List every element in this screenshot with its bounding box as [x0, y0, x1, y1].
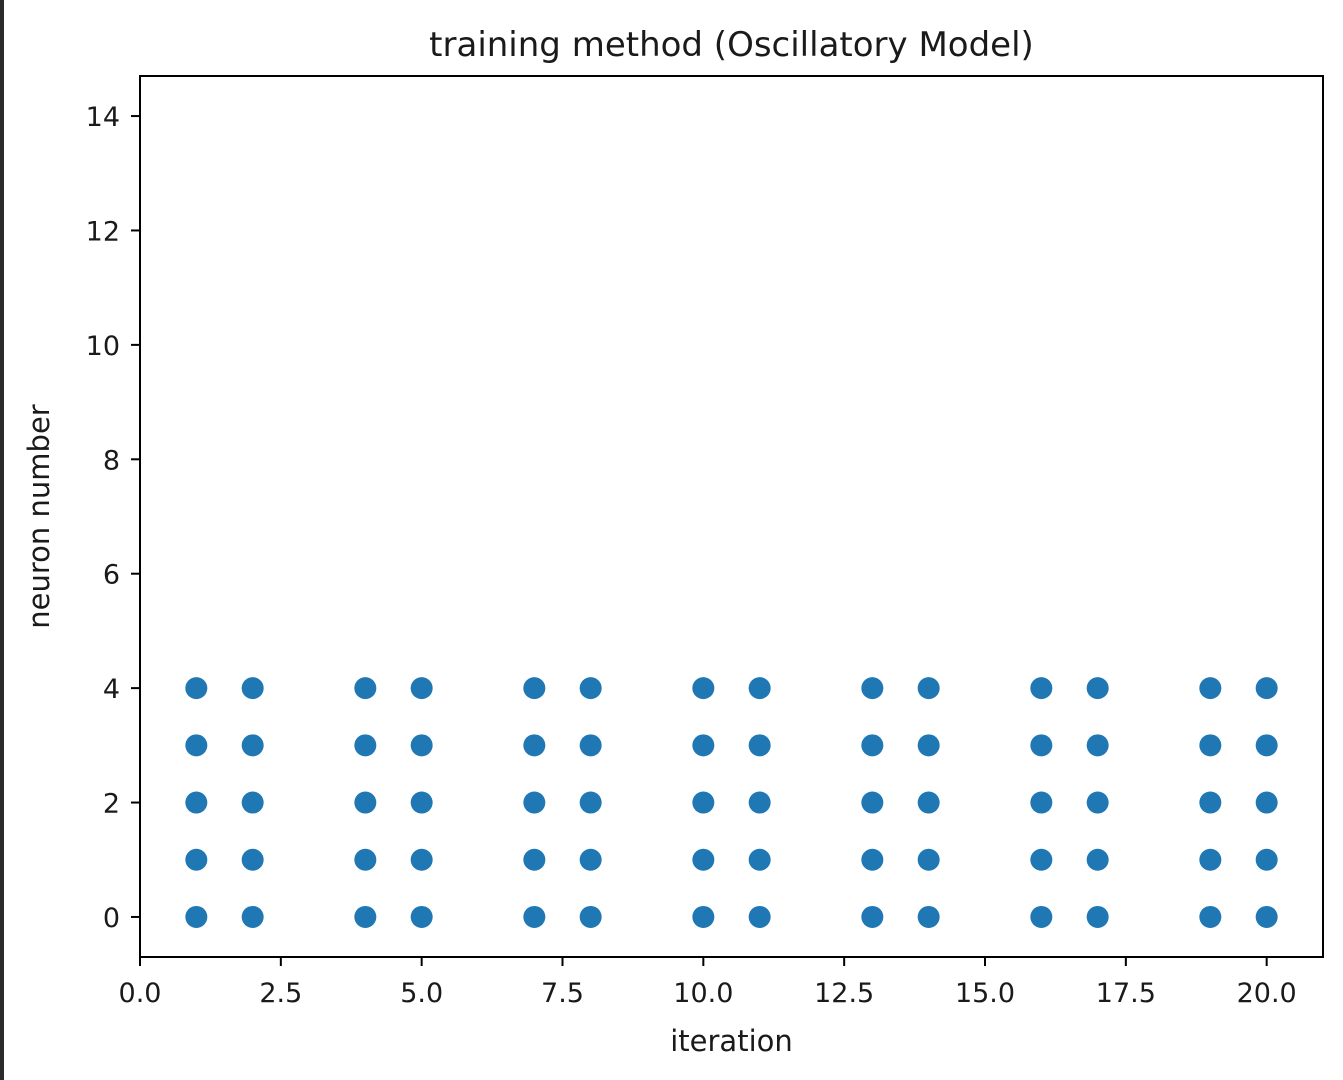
- data-point: [1255, 734, 1278, 757]
- x-axis-label: iteration: [670, 1024, 793, 1058]
- data-point: [692, 905, 715, 928]
- data-point: [917, 905, 940, 928]
- y-axis: 0 2 4 6 8 10 12 14: [86, 102, 140, 934]
- data-point: [748, 848, 771, 871]
- x-tick-label: 7.5: [541, 978, 584, 1009]
- data-point: [354, 677, 377, 700]
- data-point: [185, 734, 208, 757]
- data-point: [1199, 734, 1222, 757]
- data-point: [185, 791, 208, 814]
- data-point: [410, 905, 433, 928]
- data-point: [410, 677, 433, 700]
- data-point: [1199, 791, 1222, 814]
- x-tick-label: 2.5: [259, 978, 302, 1009]
- data-point: [1255, 791, 1278, 814]
- data-point: [692, 791, 715, 814]
- y-tick-label: 0: [103, 903, 120, 934]
- data-point: [748, 905, 771, 928]
- data-point: [1086, 791, 1109, 814]
- data-point: [1199, 677, 1222, 700]
- data-point: [523, 677, 546, 700]
- y-tick-label: 4: [103, 674, 120, 705]
- x-tick-label: 0.0: [119, 978, 162, 1009]
- data-point: [861, 677, 884, 700]
- data-point: [579, 905, 602, 928]
- data-point: [1030, 677, 1053, 700]
- data-point: [1255, 905, 1278, 928]
- data-point: [861, 734, 884, 757]
- data-point: [861, 848, 884, 871]
- data-point: [1030, 905, 1053, 928]
- data-point: [241, 734, 264, 757]
- data-point: [523, 905, 546, 928]
- data-point: [410, 791, 433, 814]
- x-tick-label: 17.5: [1096, 978, 1156, 1009]
- data-point: [692, 734, 715, 757]
- y-tick-label: 2: [103, 789, 120, 820]
- data-point: [1030, 734, 1053, 757]
- data-point: [241, 791, 264, 814]
- y-axis-label: neuron number: [22, 404, 56, 628]
- data-point: [1086, 905, 1109, 928]
- y-tick-label: 14: [86, 102, 120, 133]
- data-point: [692, 677, 715, 700]
- y-tick-label: 10: [86, 331, 120, 362]
- data-point: [1086, 734, 1109, 757]
- data-point: [185, 848, 208, 871]
- data-point: [692, 848, 715, 871]
- data-point: [523, 791, 546, 814]
- data-point: [1255, 848, 1278, 871]
- data-point: [579, 848, 602, 871]
- data-point: [523, 848, 546, 871]
- data-point: [917, 848, 940, 871]
- data-point: [861, 905, 884, 928]
- x-tick-label: 5.0: [400, 978, 443, 1009]
- data-point: [748, 677, 771, 700]
- data-point: [185, 677, 208, 700]
- data-point: [1030, 848, 1053, 871]
- data-point: [185, 905, 208, 928]
- data-point: [354, 905, 377, 928]
- plot-area: [139, 75, 1324, 958]
- x-tick-label: 15.0: [955, 978, 1015, 1009]
- chart-title: training method (Oscillatory Model): [429, 25, 1034, 65]
- data-point: [410, 734, 433, 757]
- data-point: [354, 791, 377, 814]
- y-tick-label: 6: [103, 560, 120, 591]
- y-tick-label: 8: [103, 445, 120, 476]
- data-point: [1030, 791, 1053, 814]
- data-point: [523, 734, 546, 757]
- data-point: [748, 734, 771, 757]
- x-tick-label: 12.5: [814, 978, 874, 1009]
- data-point: [241, 905, 264, 928]
- data-point: [861, 791, 884, 814]
- data-point: [1199, 848, 1222, 871]
- data-point: [579, 791, 602, 814]
- window-left-edge: [0, 0, 4, 1080]
- data-points: [185, 677, 1278, 928]
- data-point: [241, 677, 264, 700]
- data-point: [748, 791, 771, 814]
- x-tick-label: 20.0: [1237, 978, 1297, 1009]
- data-point: [579, 677, 602, 700]
- data-point: [917, 734, 940, 757]
- data-point: [410, 848, 433, 871]
- y-tick-label: 12: [86, 216, 120, 247]
- data-point: [354, 734, 377, 757]
- data-point: [917, 791, 940, 814]
- data-point: [1086, 848, 1109, 871]
- data-point: [579, 734, 602, 757]
- x-axis: 0.0 2.5 5.0 7.5 10.0 12.5 15.0 17.5 20.0: [119, 957, 1297, 1009]
- data-point: [917, 677, 940, 700]
- x-tick-label: 10.0: [673, 978, 733, 1009]
- data-point: [354, 848, 377, 871]
- data-point: [1086, 677, 1109, 700]
- data-point: [1199, 905, 1222, 928]
- data-point: [1255, 677, 1278, 700]
- data-point: [241, 848, 264, 871]
